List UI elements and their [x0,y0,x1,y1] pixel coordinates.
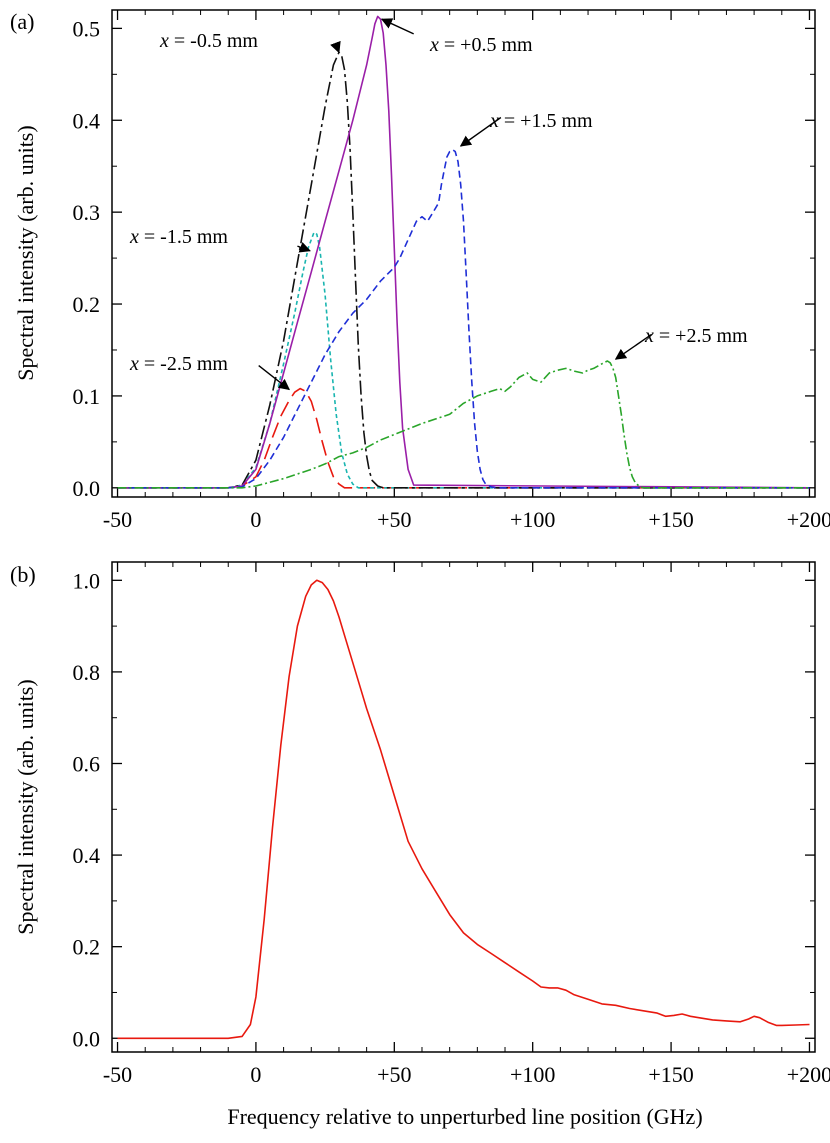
annotation-x-minus-0-5-variable: x [159,30,169,52]
series-line-p15 [117,148,810,489]
annotation-x-plus-2-5: x = +2.5 mm [644,325,748,347]
x-axis-label: Frequency relative to unperturbed line p… [227,1104,702,1129]
y-tick-label: 0.3 [73,200,101,225]
annotation-x-plus-0-5-value: = +0.5 mm [439,34,533,56]
annotation-x-plus-1-5-variable: x [489,110,499,132]
annotation-x-plus-0-5: x = +0.5 mm [429,34,533,56]
y-tick-label: 0.8 [73,660,101,685]
annotation-x-plus-1-5: x = +1.5 mm [489,110,593,132]
x-tick-label: +150 [648,1062,693,1087]
annotation-x-plus-2-5-variable: x [644,325,654,347]
annotation-x-minus-2-5-value: = -2.5 mm [139,353,228,375]
panel-b-y-ticks: 0.0 0.2 0.4 0.6 0.8 1.0 [73,568,815,1051]
y-tick-label: 0.4 [73,108,101,133]
y-tick-label: 0.6 [73,751,101,776]
y-tick-label: 0.0 [73,476,101,501]
annotation-x-minus-2-5: x = -2.5 mm [129,353,228,375]
y-tick-label: 1.0 [73,568,101,593]
panel-b-frame [111,561,816,1053]
x-tick-label: 0 [250,507,261,532]
x-tick-label: -50 [103,507,132,532]
series-line-sum [117,579,810,1040]
series-line-m25 [117,387,810,489]
series-line-p25 [117,360,810,489]
x-tick-label: +50 [377,507,411,532]
panel-b: (b) -50 0 +50 +100 +150 +200 0.0 0.2 0.4 0.6 0.8 1… [10,561,830,1129]
x-tick-label: 0 [250,1062,261,1087]
y-tick-label: 0.2 [73,292,101,317]
annotation-arrow-m25 [258,365,291,391]
series-line-p05 [117,15,810,489]
panel-b-curves [117,579,810,1040]
x-tick-label: +200 [787,507,830,532]
annotation-x-plus-2-5-value: = +2.5 mm [654,325,748,347]
series-line-m05 [117,51,810,489]
panel-a-x-ticks: -50 0 +50 +100 +150 +200 [103,10,830,532]
annotation-x-minus-2-5-variable: x [129,353,139,375]
annotation-arrow-m05 [330,40,341,54]
x-tick-label: +200 [787,1062,830,1087]
annotation-x-minus-0-5-value: = -0.5 mm [169,30,258,52]
panel-a-label: (a) [10,9,34,34]
panel-a-y-ticks: 0.0 0.1 0.2 0.3 0.4 0.5 [73,16,815,501]
annotation-arrow-p25 [614,333,653,360]
y-tick-label: 0.0 [73,1026,101,1051]
y-tick-label: 0.4 [73,843,101,868]
x-tick-label: +100 [510,1062,555,1087]
annotation-arrow-p15 [459,116,502,147]
x-tick-label: +100 [510,507,555,532]
annotation-arrow-m15 [297,242,311,253]
annotation-x-minus-1-5-variable: x [129,226,139,248]
x-tick-label: +50 [377,1062,411,1087]
annotation-x-plus-0-5-variable: x [429,34,439,56]
y-tick-label: 0.1 [73,384,101,409]
panel-b-label: (b) [10,562,36,587]
panel-b-y-axis-label: Spectral intensity (arb. units) [13,679,38,934]
panel-a-annotation-arrows [258,18,653,391]
annotation-x-minus-1-5: x = -1.5 mm [129,226,228,248]
panel-a-curves [117,15,810,489]
annotation-arrow-p05 [380,18,414,35]
y-tick-label: 0.2 [73,935,101,960]
panel-a-frame [111,9,816,498]
annotation-x-minus-1-5-value: = -1.5 mm [139,226,228,248]
annotation-x-minus-0-5: x = -0.5 mm [159,30,258,52]
panel-b-x-ticks: -50 0 +50 +100 +150 +200 [103,562,830,1087]
x-tick-label: +150 [648,507,693,532]
panel-a-y-axis-label: Spectral intensity (arb. units) [13,125,38,380]
annotation-x-plus-1-5-value: = +1.5 mm [499,110,593,132]
x-tick-label: -50 [103,1062,132,1087]
y-tick-label: 0.5 [73,16,101,41]
panel-a: (a) -50 0 +50 +100 +150 +200 0.00.10.20.30.40… [10,9,830,532]
